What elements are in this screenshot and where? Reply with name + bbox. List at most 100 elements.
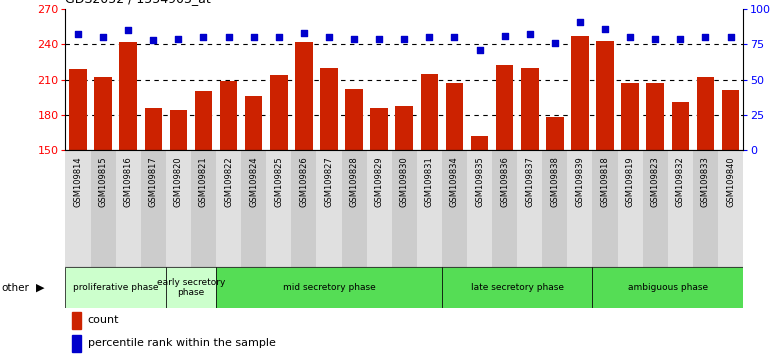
Point	[699, 34, 711, 40]
Text: GSM109826: GSM109826	[300, 156, 308, 207]
Text: GSM109827: GSM109827	[324, 156, 333, 207]
Text: proliferative phase: proliferative phase	[73, 283, 159, 292]
Bar	[442, 267, 592, 308]
Point	[448, 34, 460, 40]
Bar	[718, 150, 743, 267]
Text: GSM109839: GSM109839	[575, 156, 584, 207]
Bar	[592, 267, 743, 308]
Bar	[618, 150, 643, 267]
Bar	[291, 150, 316, 267]
Point	[97, 34, 109, 40]
Bar	[420, 74, 438, 150]
Point	[273, 34, 285, 40]
Point	[223, 34, 235, 40]
Bar	[241, 150, 266, 267]
Point	[649, 36, 661, 41]
Bar	[546, 118, 564, 150]
Bar	[72, 312, 81, 329]
Bar	[521, 68, 538, 150]
Bar	[145, 108, 162, 150]
Point	[549, 40, 561, 46]
Bar	[417, 150, 442, 267]
Text: GSM109824: GSM109824	[249, 156, 258, 207]
Bar	[592, 150, 618, 267]
Text: GSM109821: GSM109821	[199, 156, 208, 207]
Bar	[392, 150, 417, 267]
Point	[147, 37, 159, 43]
Bar	[693, 150, 718, 267]
Point	[298, 30, 310, 36]
Bar	[567, 150, 592, 267]
Text: GSM109840: GSM109840	[726, 156, 735, 207]
Text: GSM109832: GSM109832	[676, 156, 685, 207]
Bar	[72, 335, 81, 352]
Bar	[295, 42, 313, 150]
Point	[197, 34, 209, 40]
Bar	[141, 150, 166, 267]
Text: GSM109835: GSM109835	[475, 156, 484, 207]
Point	[524, 32, 536, 37]
Bar	[643, 150, 668, 267]
Text: count: count	[88, 315, 119, 325]
Bar	[65, 267, 166, 308]
Bar	[396, 105, 413, 150]
Point	[675, 36, 687, 41]
Point	[599, 26, 611, 32]
Text: GSM109837: GSM109837	[525, 156, 534, 207]
Bar	[697, 77, 715, 150]
Point	[725, 34, 737, 40]
Bar	[671, 102, 689, 150]
Bar	[166, 267, 216, 308]
Bar	[345, 89, 363, 150]
Bar	[65, 150, 91, 267]
Bar	[320, 68, 338, 150]
Text: GSM109838: GSM109838	[551, 156, 559, 207]
Text: GSM109818: GSM109818	[601, 156, 610, 207]
Text: other: other	[2, 282, 29, 293]
Point	[172, 36, 185, 41]
Text: GSM109816: GSM109816	[124, 156, 132, 207]
Bar	[169, 110, 187, 150]
Point	[498, 33, 511, 39]
Bar	[316, 150, 342, 267]
Bar	[166, 150, 191, 267]
Point	[348, 36, 360, 41]
Text: GSM109814: GSM109814	[73, 156, 82, 207]
Text: GSM109819: GSM109819	[625, 156, 634, 207]
Text: GSM109820: GSM109820	[174, 156, 183, 207]
Bar	[216, 267, 442, 308]
Bar	[446, 83, 464, 150]
Bar	[721, 90, 739, 150]
Text: GSM109822: GSM109822	[224, 156, 233, 207]
Text: mid secretory phase: mid secretory phase	[283, 283, 375, 292]
Bar	[542, 150, 567, 267]
Text: GSM109834: GSM109834	[450, 156, 459, 207]
Bar	[496, 65, 514, 150]
Bar	[195, 91, 213, 150]
Point	[474, 47, 486, 53]
Point	[574, 19, 586, 24]
Bar	[216, 150, 241, 267]
Text: early secretory
phase: early secretory phase	[157, 278, 225, 297]
Bar	[245, 96, 263, 150]
Bar	[668, 150, 693, 267]
Bar	[270, 75, 287, 150]
Text: GSM109825: GSM109825	[274, 156, 283, 207]
Text: GSM109829: GSM109829	[375, 156, 383, 207]
Text: GSM109830: GSM109830	[400, 156, 409, 207]
Bar	[621, 83, 639, 150]
Bar	[517, 150, 542, 267]
Bar	[91, 150, 116, 267]
Point	[122, 27, 134, 33]
Bar	[116, 150, 141, 267]
Bar	[470, 136, 488, 150]
Point	[323, 34, 335, 40]
Text: GSM109815: GSM109815	[99, 156, 108, 207]
Bar	[191, 150, 216, 267]
Bar	[342, 150, 367, 267]
Point	[247, 34, 259, 40]
Bar	[647, 83, 664, 150]
Text: percentile rank within the sample: percentile rank within the sample	[88, 338, 276, 348]
Text: late secretory phase: late secretory phase	[470, 283, 564, 292]
Bar	[94, 77, 112, 150]
